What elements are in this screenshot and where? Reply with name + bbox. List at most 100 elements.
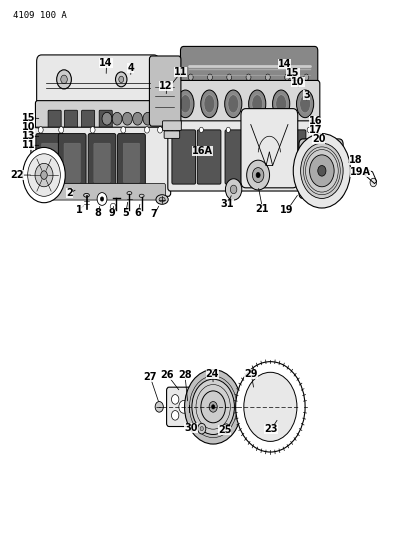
Ellipse shape xyxy=(251,95,262,113)
Circle shape xyxy=(211,405,214,409)
Circle shape xyxy=(200,391,225,423)
Circle shape xyxy=(242,387,271,426)
Circle shape xyxy=(187,410,195,420)
FancyBboxPatch shape xyxy=(149,56,180,126)
Circle shape xyxy=(115,72,127,87)
Text: 22: 22 xyxy=(10,170,24,180)
Text: 1: 1 xyxy=(76,205,82,215)
Circle shape xyxy=(188,74,193,80)
Circle shape xyxy=(172,127,176,133)
FancyBboxPatch shape xyxy=(48,110,61,128)
Circle shape xyxy=(222,424,229,433)
Text: 4: 4 xyxy=(127,63,134,72)
Circle shape xyxy=(317,165,325,176)
Ellipse shape xyxy=(176,90,193,118)
FancyBboxPatch shape xyxy=(58,134,86,190)
Circle shape xyxy=(200,426,203,431)
Text: 29: 29 xyxy=(243,369,257,379)
FancyBboxPatch shape xyxy=(281,130,305,184)
FancyBboxPatch shape xyxy=(167,121,317,191)
Circle shape xyxy=(187,394,195,404)
Ellipse shape xyxy=(127,191,132,195)
Circle shape xyxy=(58,127,63,133)
Circle shape xyxy=(303,74,308,80)
Text: 21: 21 xyxy=(255,204,268,214)
Circle shape xyxy=(121,127,126,133)
FancyBboxPatch shape xyxy=(41,143,58,182)
Ellipse shape xyxy=(139,194,144,197)
Circle shape xyxy=(171,394,178,404)
Text: 28: 28 xyxy=(178,370,191,380)
Circle shape xyxy=(40,171,47,179)
Ellipse shape xyxy=(275,95,286,113)
Circle shape xyxy=(300,143,342,198)
Text: 27: 27 xyxy=(143,372,156,382)
Circle shape xyxy=(110,203,116,211)
Text: 24: 24 xyxy=(205,369,218,379)
Circle shape xyxy=(243,372,296,441)
FancyBboxPatch shape xyxy=(197,130,220,184)
Circle shape xyxy=(246,160,269,190)
FancyBboxPatch shape xyxy=(171,130,195,184)
Text: 11: 11 xyxy=(22,140,35,150)
Circle shape xyxy=(171,410,178,420)
Circle shape xyxy=(23,148,65,203)
Circle shape xyxy=(143,112,152,125)
Ellipse shape xyxy=(299,95,310,113)
Circle shape xyxy=(178,400,188,413)
FancyBboxPatch shape xyxy=(64,110,77,128)
Text: 25: 25 xyxy=(217,425,231,435)
FancyBboxPatch shape xyxy=(164,131,179,139)
FancyBboxPatch shape xyxy=(99,110,112,128)
Circle shape xyxy=(225,179,241,200)
Circle shape xyxy=(157,127,162,133)
FancyBboxPatch shape xyxy=(162,121,181,131)
Ellipse shape xyxy=(159,197,165,202)
Circle shape xyxy=(306,127,310,133)
Text: 16A: 16A xyxy=(191,146,213,156)
Circle shape xyxy=(284,74,289,80)
Ellipse shape xyxy=(83,193,89,197)
Circle shape xyxy=(199,127,203,133)
Text: 8: 8 xyxy=(94,208,101,219)
FancyBboxPatch shape xyxy=(35,101,160,134)
FancyBboxPatch shape xyxy=(298,139,342,198)
Ellipse shape xyxy=(200,90,217,118)
Text: 19A: 19A xyxy=(349,167,370,177)
Circle shape xyxy=(207,74,212,80)
Circle shape xyxy=(253,127,257,133)
Text: 20: 20 xyxy=(311,134,325,144)
Ellipse shape xyxy=(248,90,265,118)
FancyBboxPatch shape xyxy=(123,143,139,182)
Circle shape xyxy=(27,154,60,196)
Circle shape xyxy=(184,369,241,444)
Text: 16: 16 xyxy=(308,116,321,126)
Circle shape xyxy=(112,112,122,125)
FancyBboxPatch shape xyxy=(173,80,319,127)
FancyBboxPatch shape xyxy=(31,127,170,196)
Circle shape xyxy=(369,178,376,187)
Circle shape xyxy=(38,127,43,133)
Ellipse shape xyxy=(227,95,238,113)
Text: 13: 13 xyxy=(22,131,35,141)
Text: 10: 10 xyxy=(291,77,304,87)
Text: 12: 12 xyxy=(159,81,173,91)
Circle shape xyxy=(100,197,103,201)
Text: 26: 26 xyxy=(160,370,174,381)
Text: 17: 17 xyxy=(308,125,321,135)
Circle shape xyxy=(292,134,350,208)
Circle shape xyxy=(144,127,149,133)
Ellipse shape xyxy=(224,90,241,118)
Text: 2: 2 xyxy=(66,188,72,198)
Circle shape xyxy=(119,76,124,83)
Ellipse shape xyxy=(155,195,168,204)
Circle shape xyxy=(191,379,234,434)
Text: 31: 31 xyxy=(220,199,233,209)
Circle shape xyxy=(256,172,260,177)
Circle shape xyxy=(265,74,270,80)
Circle shape xyxy=(209,401,217,412)
Text: 14: 14 xyxy=(99,59,112,68)
Circle shape xyxy=(155,401,163,412)
Text: 18: 18 xyxy=(348,155,361,165)
Text: 15: 15 xyxy=(22,112,35,123)
